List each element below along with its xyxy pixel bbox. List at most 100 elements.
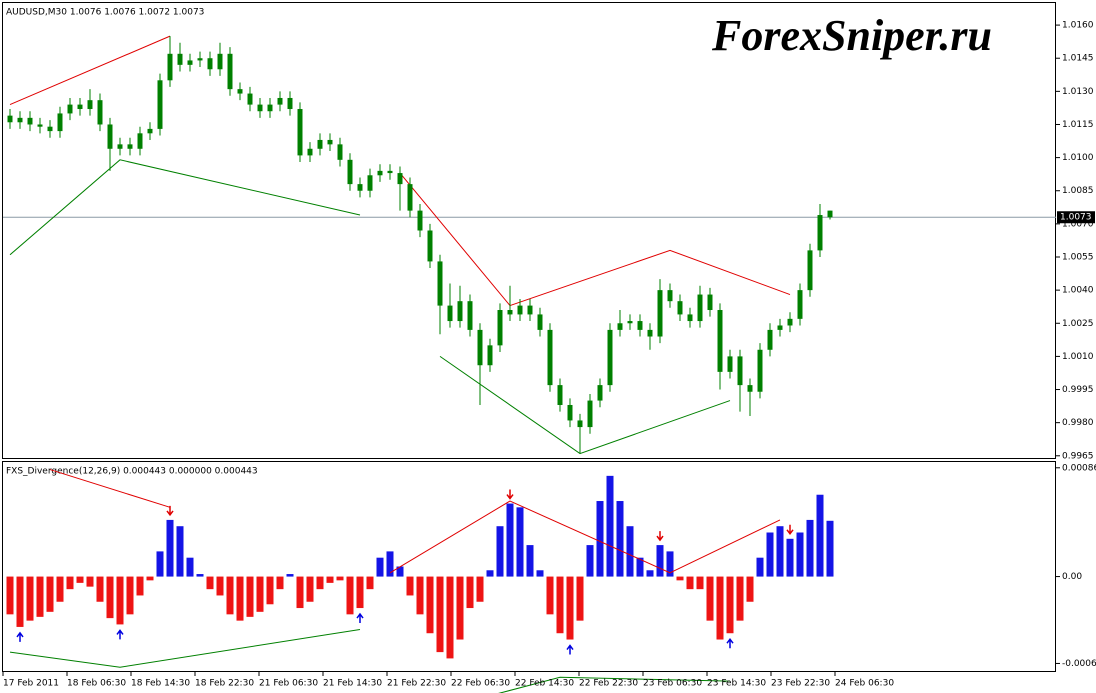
candle-body: [77, 104, 83, 110]
candle-body: [147, 128, 153, 134]
candle-body: [17, 117, 23, 123]
histogram-bar: [206, 576, 214, 590]
candle-body: [367, 175, 373, 191]
histogram-bar: [576, 576, 584, 621]
histogram-bar: [776, 526, 784, 577]
candle-body: [667, 290, 673, 302]
arrow-down: [506, 489, 514, 500]
candle-body: [687, 314, 693, 322]
histogram-bar: [746, 576, 754, 602]
y-tick-label: 1.0145: [1062, 54, 1094, 64]
candle-body: [217, 53, 223, 70]
histogram-bar: [816, 494, 824, 577]
candle-body: [457, 301, 463, 322]
histogram-bar: [496, 526, 504, 577]
histogram-bar: [396, 566, 404, 577]
histogram-bar: [76, 576, 84, 583]
candle-body: [657, 290, 663, 337]
histogram-bar: [166, 519, 174, 577]
candle-body: [647, 329, 653, 337]
candle-body: [317, 139, 323, 149]
divergence-line: [9, 628, 361, 668]
y-tick-label: 1.0130: [1062, 87, 1094, 97]
histogram-bar: [186, 557, 194, 577]
indicator-title: FXS_Divergence(12,26,9) 0.000443 0.00000…: [6, 467, 258, 477]
histogram-bar: [116, 576, 124, 625]
candle-body: [417, 210, 423, 231]
histogram-bar: [416, 576, 424, 615]
histogram-bar: [216, 576, 224, 596]
histogram-bar: [296, 576, 304, 609]
candle-body: [287, 97, 293, 110]
histogram-bar: [86, 576, 94, 587]
histogram-bar: [256, 576, 264, 612]
candle-body: [227, 53, 233, 90]
histogram-bar: [66, 576, 74, 590]
histogram-bar: [96, 576, 104, 602]
histogram-bar: [696, 576, 704, 590]
histogram-bar: [736, 576, 744, 621]
histogram-bar: [376, 557, 384, 577]
histogram-bar: [266, 576, 274, 605]
histogram-bar: [226, 576, 234, 615]
histogram-bar: [666, 551, 674, 577]
arrow-down: [786, 524, 794, 536]
candle-body: [757, 349, 763, 392]
histogram-bar: [446, 576, 454, 659]
candle-body: [517, 305, 523, 315]
histogram-bar: [386, 551, 394, 577]
histogram-bar: [316, 576, 324, 590]
y-tick-label: 0.9995: [1062, 385, 1094, 395]
arrow-up: [566, 644, 574, 655]
histogram-bar: [136, 576, 144, 596]
histogram-bar: [306, 576, 314, 602]
histogram-bar: [796, 532, 804, 577]
candle-body: [607, 329, 613, 386]
histogram-bar: [236, 576, 244, 621]
candle-body: [787, 318, 793, 326]
histogram-bar: [106, 576, 114, 619]
candle-body: [37, 124, 43, 127]
candle-body: [597, 385, 603, 401]
histogram-bar: [486, 570, 494, 577]
candle-body: [107, 124, 113, 149]
divergence-line: [389, 500, 781, 574]
candle-body: [577, 420, 583, 428]
histogram-bar: [466, 576, 474, 609]
y-tick-label: -0.00069: [1062, 659, 1096, 669]
arrow-up: [356, 612, 364, 624]
histogram-bar: [556, 576, 564, 634]
histogram-bar: [806, 519, 814, 577]
candle-body: [97, 100, 103, 125]
candle-body: [337, 144, 343, 160]
y-tick-label: 1.0085: [1062, 186, 1094, 196]
x-tick-label: 21 Feb 22:30: [387, 679, 446, 689]
current-price-box: [1057, 211, 1095, 224]
candle-body: [207, 58, 213, 70]
histogram-bar: [16, 576, 24, 627]
candle-body: [467, 301, 473, 330]
candle-body: [697, 294, 703, 322]
candle-body: [587, 400, 593, 428]
candle-body: [447, 305, 453, 322]
candle-body: [277, 97, 283, 105]
histogram-bar: [686, 576, 694, 590]
x-tick-label: 23 Feb 14:30: [707, 679, 766, 689]
candle-body: [87, 100, 93, 110]
candle-body: [27, 117, 33, 125]
x-tick-label: 21 Feb 06:30: [259, 679, 318, 689]
divergence-line: [9, 159, 361, 256]
candle-body: [507, 310, 513, 315]
candle-body: [527, 305, 533, 315]
x-tick-label: 22 Feb 14:30: [515, 679, 574, 689]
candle-body: [377, 170, 383, 176]
histogram-bar: [176, 526, 184, 577]
histogram-bar: [516, 507, 524, 577]
arrow-up: [16, 631, 24, 642]
x-tick-label: 18 Feb 06:30: [67, 679, 126, 689]
candle-body: [157, 80, 163, 129]
histogram-bar: [526, 545, 534, 577]
candle-body: [627, 321, 633, 324]
candle-body: [707, 294, 713, 311]
histogram-bar: [546, 576, 554, 615]
